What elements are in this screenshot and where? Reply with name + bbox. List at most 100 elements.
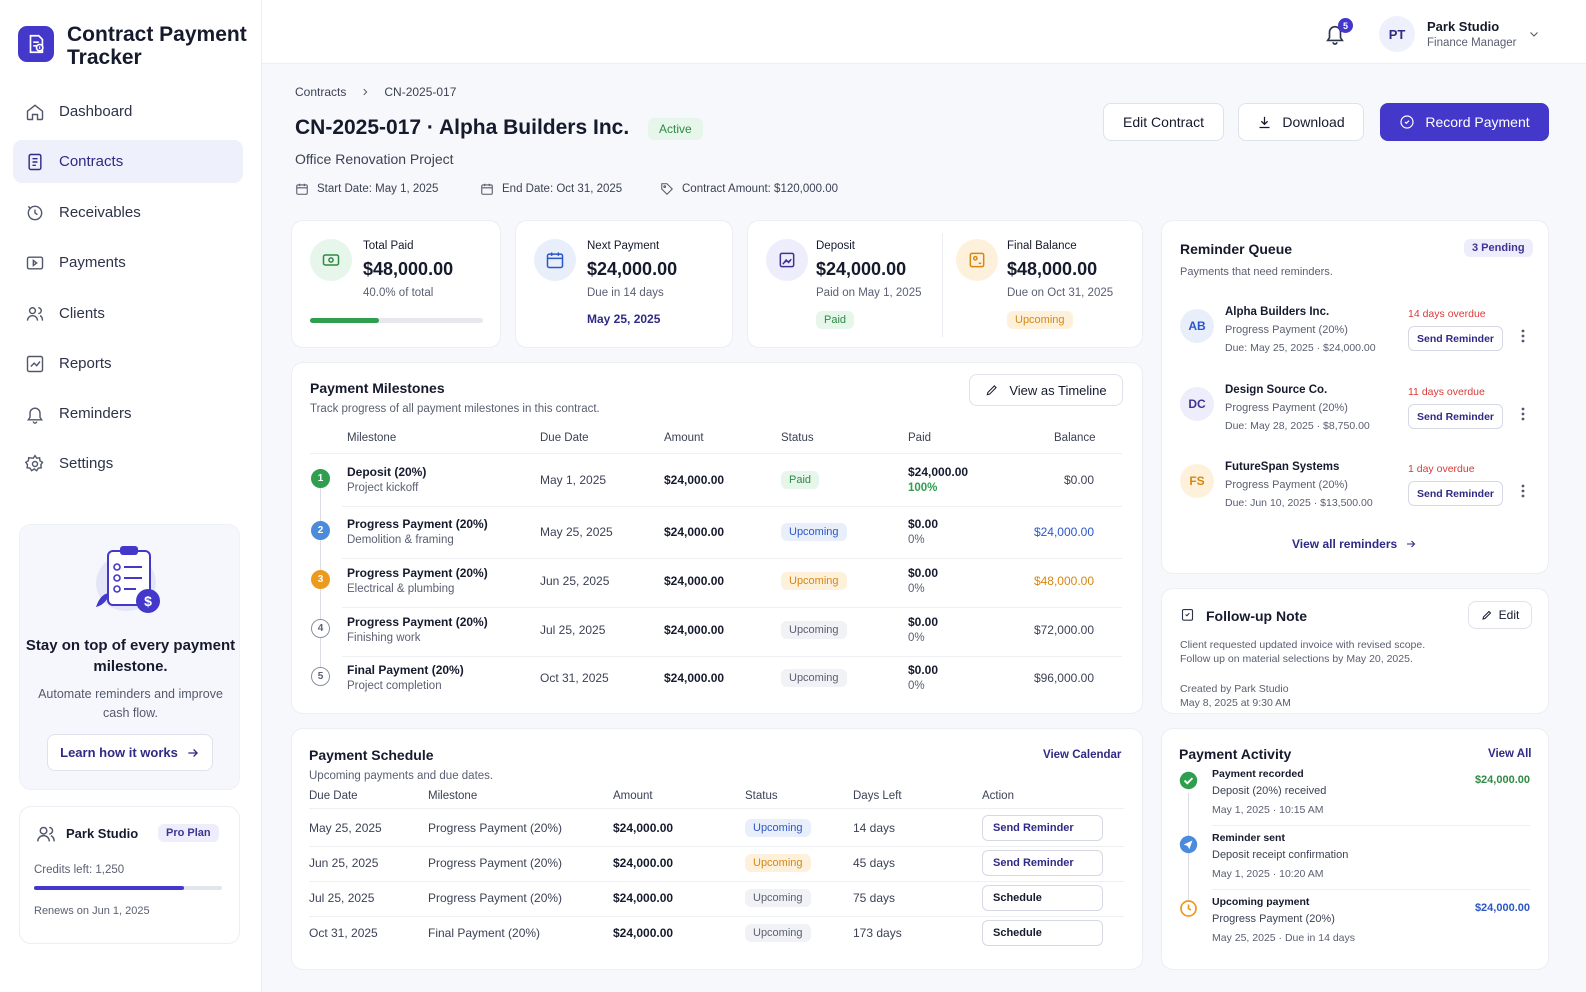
edit-contract-button[interactable]: Edit Contract [1103, 103, 1224, 141]
more-options-icon[interactable] [1521, 484, 1525, 498]
schedule-days-left: 75 days [853, 891, 896, 905]
schedule-action-button[interactable]: Send Reminder [982, 815, 1103, 841]
schedule-action-button[interactable]: Schedule [982, 885, 1103, 911]
milestones-card: Payment Milestones Track progress of all… [291, 362, 1143, 714]
reminder-client-name: Design Source Co. [1225, 384, 1328, 396]
milestone-paid-pct: 0% [908, 632, 925, 644]
document-icon [25, 152, 45, 172]
paid-progress-fill [310, 318, 380, 323]
milestone-name: Deposit (20%) [347, 465, 427, 479]
activity-amount: $24,000.00 [1474, 774, 1530, 786]
receivables-icon [25, 203, 45, 223]
activity-time: May 25, 2025 · Due in 14 days [1212, 932, 1356, 944]
reminders-subtitle: Payments that need reminders. [1180, 266, 1333, 278]
record-payment-button[interactable]: Record Payment [1380, 103, 1549, 141]
svg-text:$: $ [144, 593, 152, 609]
renews-date: Renews on Jun 1, 2025 [34, 905, 150, 917]
promo-text: Automate reminders and improve cash flow… [38, 687, 223, 720]
milestone-paid: $0.00 [908, 517, 939, 531]
activity-desc: Progress Payment (20%) [1212, 913, 1335, 925]
more-options-icon[interactable] [1521, 329, 1525, 343]
learn-how-label: Learn how it works [60, 745, 178, 760]
milestone-status-badge: Upcoming [781, 669, 847, 687]
reminder-queue-card: Reminder Queue 3 Pending Payments that n… [1161, 220, 1549, 574]
milestone-step-number: 4 [311, 619, 330, 638]
milestone-name: Progress Payment (20%) [347, 566, 488, 580]
notifications-button[interactable]: 5 [1324, 18, 1353, 46]
schedule-milestone: Progress Payment (20%) [428, 891, 563, 905]
view-timeline-button[interactable]: View as Timeline [969, 374, 1123, 406]
milestone-paid: $0.00 [908, 566, 939, 580]
contract-status-badge: Active [648, 118, 703, 140]
note-created-by: Created by Park Studio [1180, 683, 1289, 695]
pencil-icon [1481, 610, 1491, 620]
view-timeline-label: View as Timeline [1009, 382, 1107, 398]
milestone-step-number: 5 [311, 667, 330, 686]
calendar-icon [534, 239, 576, 281]
download-button[interactable]: Download [1238, 103, 1364, 141]
reminder-client-name: Alpha Builders Inc. [1225, 306, 1330, 318]
sidebar-item-contracts[interactable]: Contracts [13, 140, 243, 183]
milestone-desc: Finishing work [347, 632, 421, 644]
stat-value: $48,000.00 [1007, 259, 1098, 279]
schedule-amount: $24,000.00 [613, 856, 674, 870]
sidebar-item-settings[interactable]: Settings [13, 442, 243, 485]
sidebar-item-payments[interactable]: Payments [13, 241, 243, 284]
contract-amount-text: Contract Amount: $120,000.00 [682, 183, 838, 195]
final-balance-badge: Upcoming [1007, 311, 1073, 329]
app-title: Contract Payment Tracker [67, 23, 247, 69]
sidebar-item-reports[interactable]: Reports [13, 342, 243, 385]
sidebar-item-dashboard[interactable]: Dashboard [13, 90, 243, 133]
send-reminder-button[interactable]: Send Reminder [1408, 481, 1503, 506]
view-all-activity-link[interactable]: View All [1488, 748, 1532, 760]
clipboard-illustration-icon: $ [90, 543, 170, 617]
contract-amount: Contract Amount: $120,000.00 [660, 182, 838, 196]
arrow-right-icon [188, 748, 198, 757]
paid-progress-bar [310, 318, 483, 323]
page-title: CN-2025-017 · Alpha Builders Inc. [295, 116, 630, 139]
breadcrumb-contracts[interactable]: Contracts [295, 85, 347, 99]
sidebar-item-receivables[interactable]: Receivables [13, 191, 243, 234]
credits-left: Credits left: 1,250 [34, 864, 125, 876]
deposit-icon [766, 239, 808, 281]
view-all-reminders-link[interactable]: View all reminders [1292, 537, 1417, 551]
schedule-col-header: Due Date [309, 790, 358, 802]
milestone-status-badge: Upcoming [781, 621, 847, 639]
arrow-right-icon [1407, 540, 1416, 548]
activity-amount: $24,000.00 [1474, 902, 1530, 914]
milestone-step-number: 1 [311, 469, 330, 488]
schedule-amount: $24,000.00 [613, 926, 674, 940]
send-reminder-button[interactable]: Send Reminder [1408, 404, 1503, 429]
milestone-name: Progress Payment (20%) [347, 615, 488, 629]
sidebar-item-reminders[interactable]: Reminders [13, 392, 243, 435]
stat-sub: 40.0% of total [363, 287, 434, 299]
schedule-action-button[interactable]: Schedule [982, 920, 1103, 946]
milestone-due: Jun 25, 2025 [540, 574, 610, 588]
start-date: Start Date: May 1, 2025 [295, 182, 438, 196]
reminder-client-name: FutureSpan Systems [1225, 461, 1340, 473]
send-reminder-button[interactable]: Send Reminder [1408, 326, 1503, 351]
chevron-down-icon[interactable] [1528, 28, 1540, 40]
milestone-balance: $48,000.00 [1033, 574, 1094, 588]
reminder-due: Due: Jun 10, 2025 · $13,500.00 [1225, 497, 1373, 509]
divider [942, 233, 943, 337]
avatar[interactable]: PT [1379, 16, 1415, 52]
sidebar-item-clients[interactable]: Clients [13, 292, 243, 335]
milestone-desc: Project kickoff [347, 482, 419, 494]
learn-how-button[interactable]: Learn how it works [47, 734, 213, 771]
client-avatar: FS [1180, 464, 1214, 498]
schedule-days-left: 45 days [853, 856, 896, 870]
schedule-card: Payment Schedule Upcoming payments and d… [291, 728, 1143, 970]
schedule-action-button[interactable]: Send Reminder [982, 850, 1103, 876]
edit-note-button[interactable]: Edit [1468, 601, 1532, 629]
sidebar-item-label: Clients [59, 305, 105, 322]
view-calendar-link[interactable]: View Calendar [1043, 749, 1122, 761]
reminder-desc: Progress Payment (20%) [1225, 402, 1348, 414]
more-options-icon[interactable] [1521, 407, 1525, 421]
stat-value: $24,000.00 [587, 259, 678, 279]
reminder-due: Due: May 25, 2025 · $24,000.00 [1225, 342, 1376, 354]
activity-title: Upcoming payment [1212, 896, 1310, 908]
payment-circle-icon [1400, 115, 1414, 129]
activity-title: Payment recorded [1212, 768, 1304, 780]
milestone-col-header: Milestone [347, 432, 397, 444]
